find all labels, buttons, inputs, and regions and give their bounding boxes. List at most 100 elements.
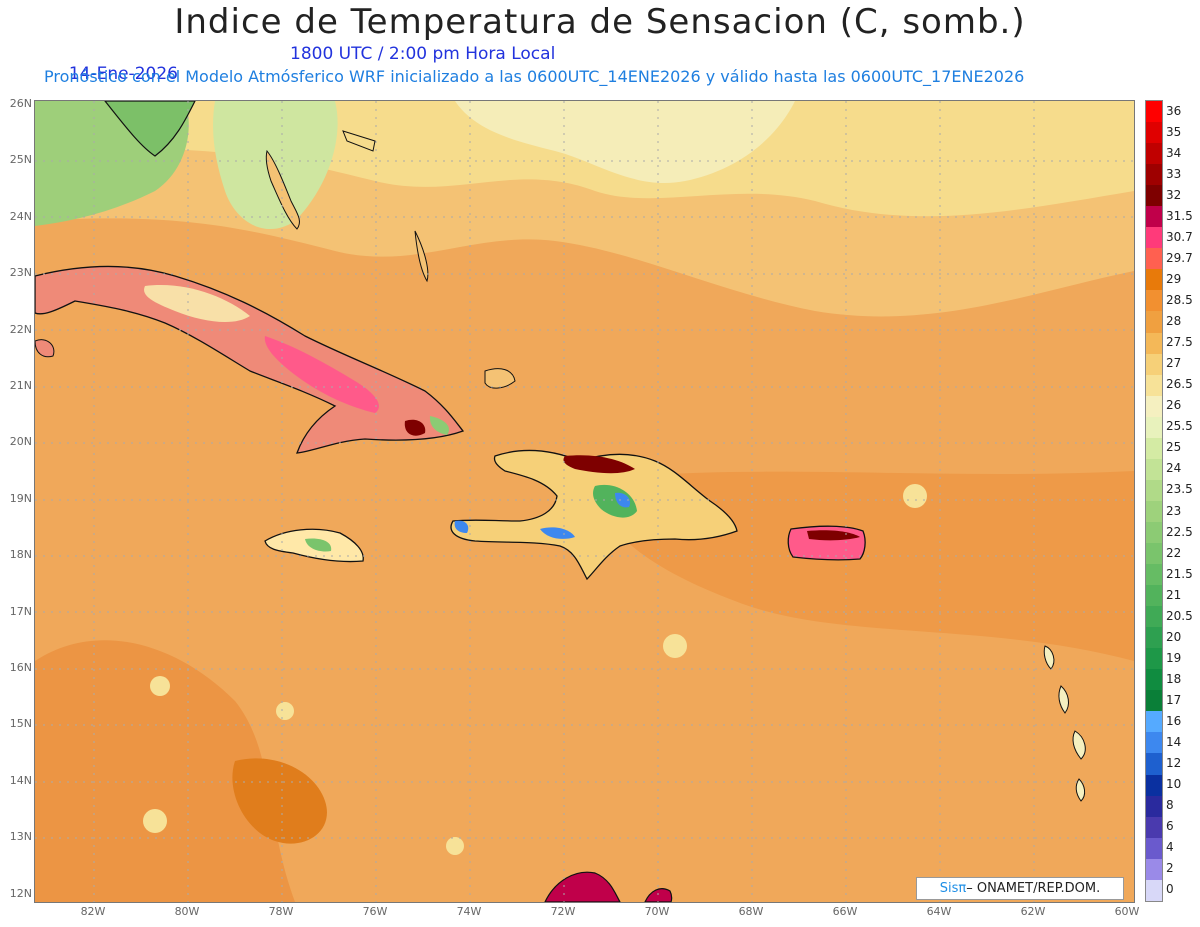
legend-swatch — [1146, 458, 1162, 480]
legend-swatch — [1146, 248, 1162, 270]
model-subtitle: Pronóstico con el Modelo Atmósferico WRF… — [44, 67, 1025, 86]
valid-date: 14-Ene-2026 1800 UTC / 2:00 pm Hora Loca… — [58, 44, 555, 104]
forecast-map[interactable] — [34, 100, 1135, 903]
martinique-island — [1072, 730, 1086, 760]
legend-swatch — [1146, 479, 1162, 501]
zone-29 — [232, 758, 327, 844]
legend-label: 21 — [1166, 587, 1182, 602]
legend-swatch — [1146, 185, 1162, 207]
lon-label: 72W — [550, 905, 576, 918]
cuba-east-cool — [429, 416, 450, 435]
zone-28-5 — [35, 640, 295, 902]
sea-blob — [663, 634, 687, 658]
legend-label: 23.5 — [1166, 482, 1193, 497]
legend-swatch — [1146, 101, 1162, 123]
legend-swatch — [1146, 669, 1162, 691]
cordillera-coldest — [615, 492, 631, 508]
legend-swatch — [1146, 437, 1162, 459]
legend-swatch — [1146, 143, 1162, 165]
legend-swatch — [1146, 164, 1162, 186]
legend-label: 27 — [1166, 356, 1182, 371]
massif-selle-cool — [540, 527, 575, 539]
legend-label: 25.5 — [1166, 419, 1193, 434]
credit-text: ONAMET/REP.DOM. — [972, 881, 1101, 896]
lon-label: 60W — [1114, 905, 1140, 918]
legend-swatch — [1146, 816, 1162, 838]
legend-label: 25 — [1166, 440, 1182, 455]
lat-label: 25N — [9, 153, 32, 167]
lat-label: 18N — [9, 548, 32, 562]
eleuthera-island — [342, 130, 376, 152]
date-label: 14-Ene-2026 — [68, 64, 178, 84]
legend-swatch — [1146, 795, 1162, 817]
lat-label: 21N — [9, 379, 32, 392]
lon-label: 78W — [268, 905, 294, 918]
legend-label: 19 — [1166, 650, 1182, 665]
legend-label: 36 — [1166, 103, 1182, 118]
legend-label: 18 — [1166, 671, 1182, 686]
sea-blob — [150, 676, 170, 696]
legend-label: 29 — [1166, 271, 1182, 286]
legend-label: 34 — [1166, 145, 1182, 160]
legend-label: 17 — [1166, 693, 1182, 707]
legend-label: 2 — [1166, 861, 1174, 876]
sispi-logo: Sisπ — [939, 881, 967, 896]
legend-swatch — [1146, 374, 1162, 396]
legend-swatch — [1146, 858, 1162, 880]
lat-label: 24N — [9, 209, 32, 223]
cordillera-cool — [593, 484, 637, 518]
color-legend — [1145, 100, 1163, 902]
legend-swatch — [1146, 227, 1162, 249]
lat-label: 20N — [9, 435, 32, 449]
lon-label: 74W — [456, 905, 482, 918]
legend-swatch — [1146, 542, 1162, 565]
legend-label: 21.5 — [1166, 566, 1193, 581]
legend-swatch — [1146, 837, 1162, 859]
legend-label: 29.7 — [1166, 250, 1193, 265]
lon-label: 68W — [738, 905, 764, 918]
paraguana-peninsula — [644, 888, 673, 902]
legend-swatch — [1146, 774, 1162, 796]
lat-label: 26N — [9, 97, 32, 110]
legend-swatch — [1146, 332, 1162, 354]
sea-blob — [143, 809, 167, 833]
legend-label: 33 — [1166, 166, 1182, 181]
st-lucia-island — [1075, 778, 1086, 802]
legend-swatch — [1146, 879, 1162, 901]
legend-swatch — [1146, 416, 1162, 438]
legend-swatch — [1146, 395, 1162, 417]
map-canvas — [35, 101, 1134, 902]
legend-label: 28 — [1166, 314, 1182, 329]
legend-label: 28.5 — [1166, 293, 1193, 307]
sea-blob — [903, 484, 927, 508]
lat-label: 13N — [9, 830, 32, 844]
graticule — [35, 101, 1134, 902]
legend-swatch — [1146, 353, 1162, 375]
legend-swatch — [1146, 711, 1162, 733]
legend-label: 22.5 — [1166, 524, 1193, 539]
lat-label: 19N — [9, 491, 32, 505]
legend-swatch — [1146, 690, 1162, 712]
jamaica-cool — [305, 538, 332, 552]
lat-label: 17N — [9, 604, 32, 618]
legend-label: 23 — [1166, 503, 1182, 518]
legend-label: 35 — [1166, 124, 1182, 139]
legend-label: 32 — [1166, 187, 1182, 202]
legend-swatch — [1146, 648, 1162, 670]
legend-label: 22 — [1166, 545, 1182, 560]
legend-label: 12 — [1166, 756, 1182, 771]
legend-swatch — [1146, 732, 1162, 754]
lat-label: 23N — [9, 266, 32, 280]
lon-label: 70W — [644, 905, 670, 918]
legend-label: 26 — [1166, 398, 1182, 413]
lon-label: 76W — [362, 905, 388, 918]
legend-label: 8 — [1166, 798, 1174, 813]
hispaniola-hot — [563, 455, 635, 474]
legend-swatch — [1146, 564, 1162, 586]
lat-label: 15N — [9, 717, 32, 731]
legend-swatch — [1146, 206, 1162, 228]
legend-swatch — [1146, 627, 1162, 649]
legend-label: 26.5 — [1166, 377, 1193, 392]
legend-label: 31.5 — [1166, 208, 1193, 223]
cuba-east-peak — [404, 419, 426, 436]
